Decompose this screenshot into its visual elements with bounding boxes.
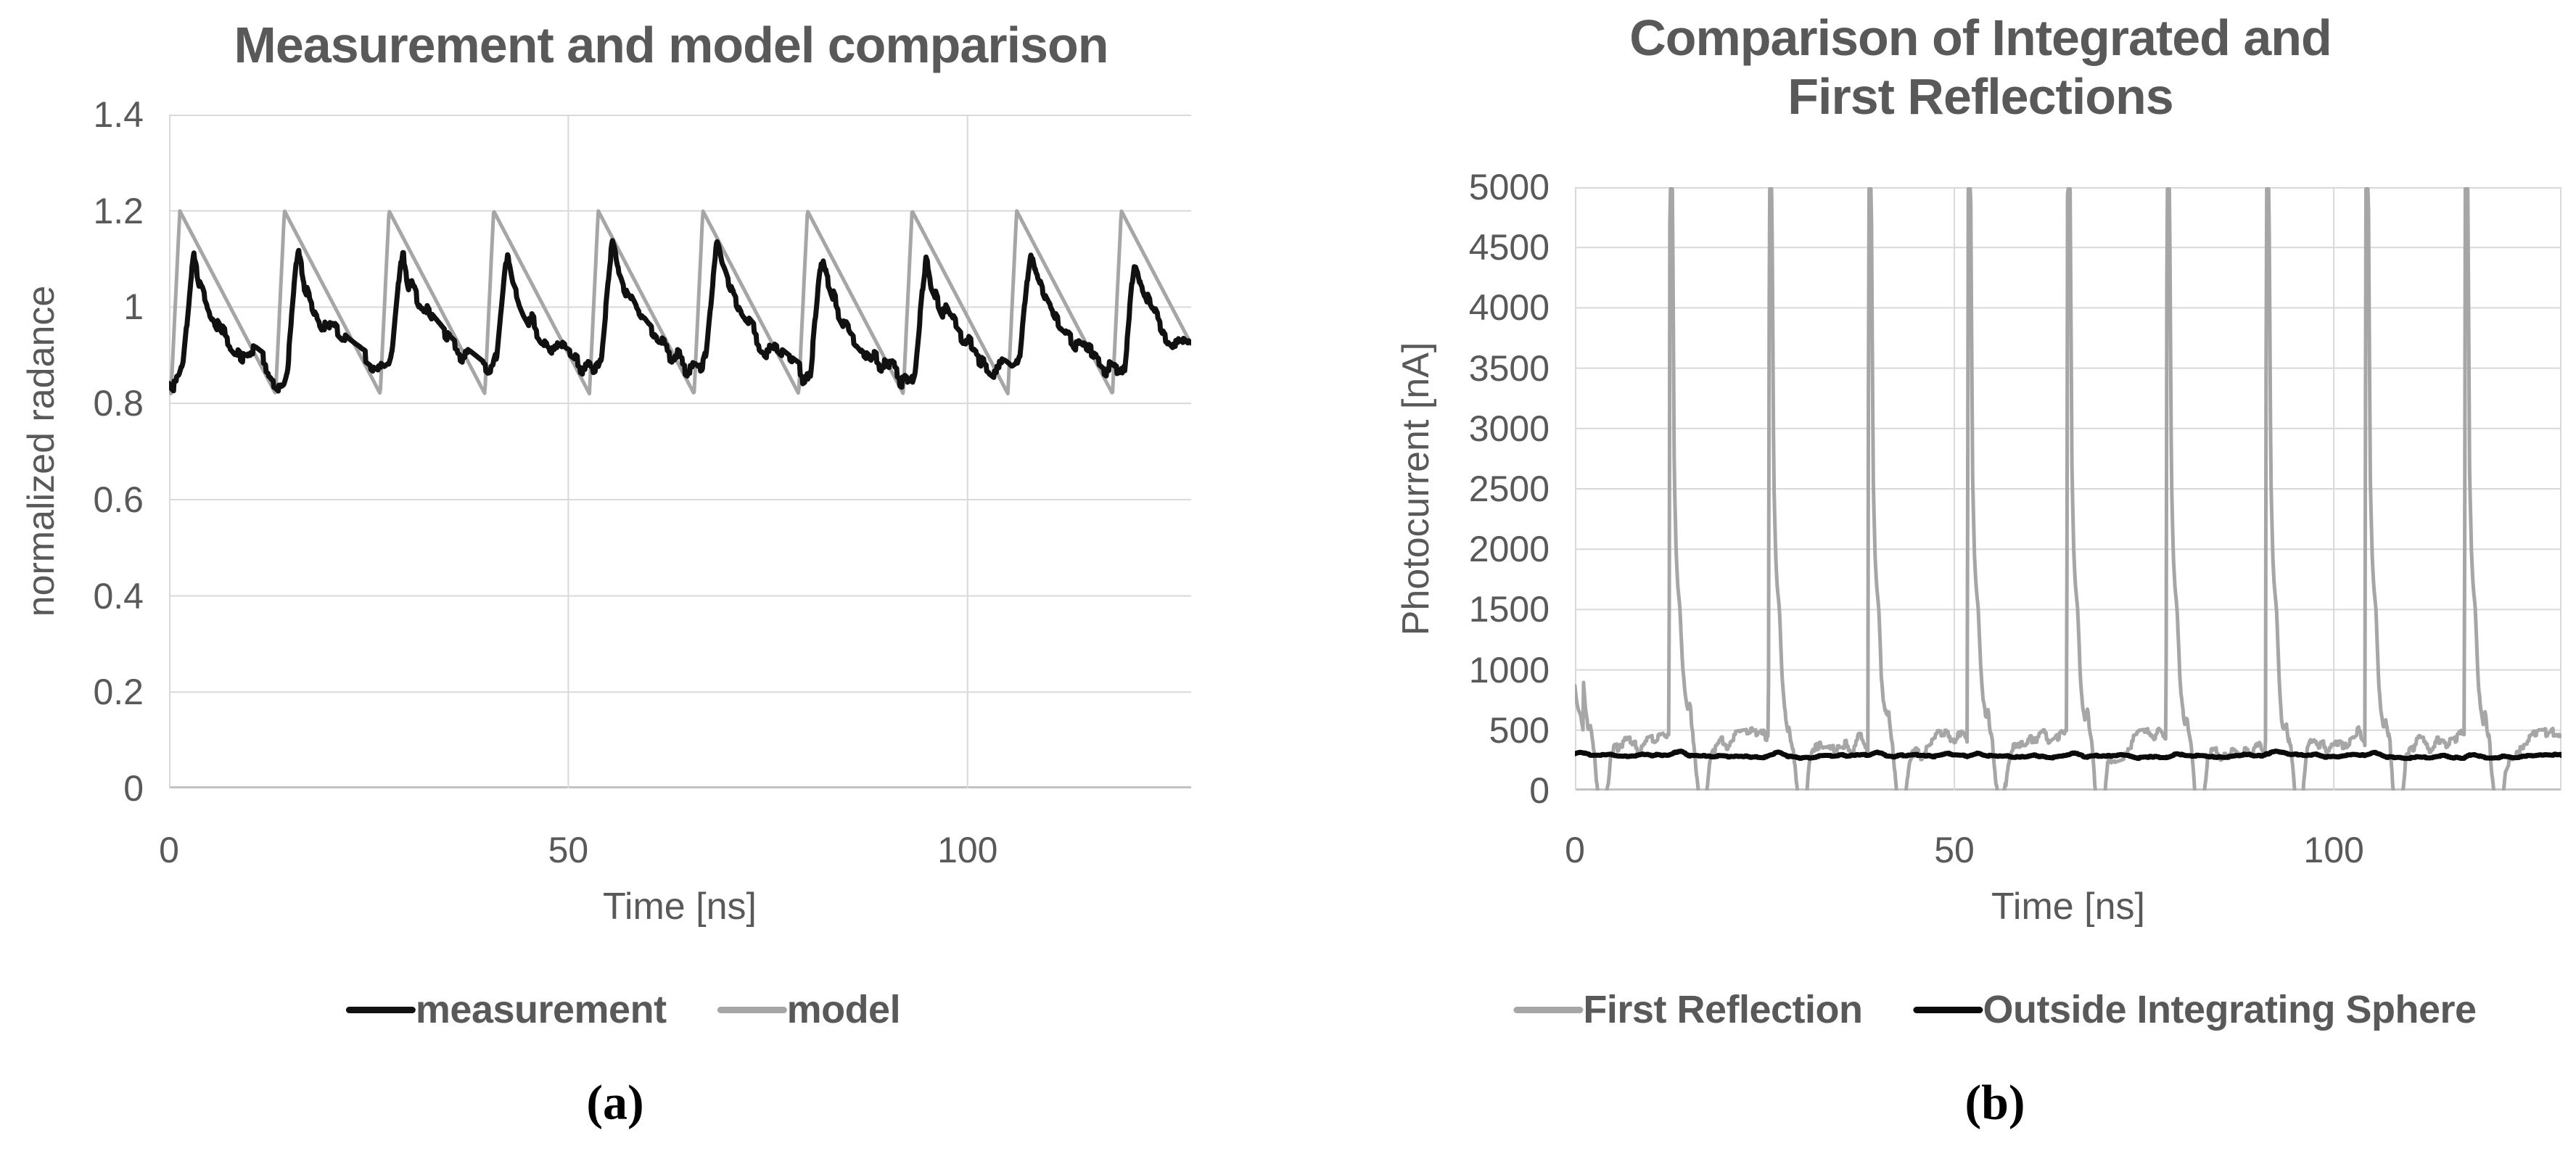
y-tick-label: 2000 [1468,529,1550,570]
chart-b-y-axis-label: Photocurrent [nA] [1395,342,1437,636]
plot-area-a [169,115,1191,788]
chart-a-title-line: Measurement and model comparison [234,17,1109,73]
x-tick-label: 50 [1934,830,1975,870]
series-line-model [169,209,1191,396]
chart-a-legend: measurement model [345,987,901,1032]
caption-b: (b) [1964,1074,2025,1130]
legend-label-measurement: measurement [415,988,667,1031]
legend-label-outside-sphere: Outside Integrating Sphere [1983,988,2477,1031]
x-tick-label: 100 [2303,830,2364,870]
chart-b-x-axis-label: Time [ns] [1991,886,2145,928]
y-tick-label: 3000 [1468,408,1550,449]
y-tick-label: 4500 [1468,227,1550,268]
y-tick-label: 1500 [1468,589,1550,630]
measurement-line-swatch-icon [345,1006,416,1013]
y-tick-label: 0.6 [93,479,144,520]
x-tick-label: 100 [937,830,998,870]
chart-b-title-line2: First Reflections [1787,68,2173,125]
outside-sphere-line-swatch-icon [1913,1006,1983,1013]
legend-item-model: model [717,987,901,1032]
chart-a-title: Measurement and model comparison [234,16,1109,75]
caption-a: (a) [586,1074,644,1130]
y-tick-label: 1.4 [93,94,144,135]
legend-label-first-reflection: First Reflection [1583,988,1863,1031]
y-tick-label: 5000 [1468,167,1550,207]
y-tick-label: 1000 [1468,649,1550,690]
y-tick-label: 3500 [1468,347,1550,389]
y-tick-label: 1 [123,286,144,328]
x-tick-label: 0 [159,830,179,870]
y-tick-label: 0.8 [93,383,144,424]
legend-label-model: model [786,988,901,1031]
y-tick-label: 2500 [1468,469,1550,509]
y-tick-label: 0.2 [93,672,144,713]
series-line-measurement [169,238,1191,394]
y-tick-label: 4000 [1468,287,1550,329]
y-tick-label: 0.4 [93,575,144,617]
y-tick-label: 0 [123,768,144,809]
legend-item-measurement: measurement [345,987,667,1032]
plot-area-b [1575,187,2561,791]
x-tick-label: 0 [1565,830,1585,870]
first-reflection-line-swatch-icon [1513,1006,1584,1013]
y-tick-label: 1.2 [93,190,144,231]
chart-b-title-line1: Comparison of Integrated and [1629,9,2332,66]
y-tick-label: 0 [1529,770,1550,811]
series-line-first-reflection [1575,187,2561,791]
x-tick-label: 50 [548,830,589,870]
model-line-swatch-icon [717,1006,787,1013]
chart-b-title: Comparison of Integrated and First Refle… [1629,9,2332,126]
chart-b-legend: First Reflection Outside Integrating Sph… [1513,987,2477,1032]
series-line-outside-integrating-sphere [1575,749,2561,762]
chart-a-x-axis-label: Time [ns] [603,886,757,928]
y-tick-label: 500 [1489,709,1550,751]
legend-item-outside-sphere: Outside Integrating Sphere [1913,987,2477,1032]
legend-item-first-reflection: First Reflection [1513,987,1863,1032]
